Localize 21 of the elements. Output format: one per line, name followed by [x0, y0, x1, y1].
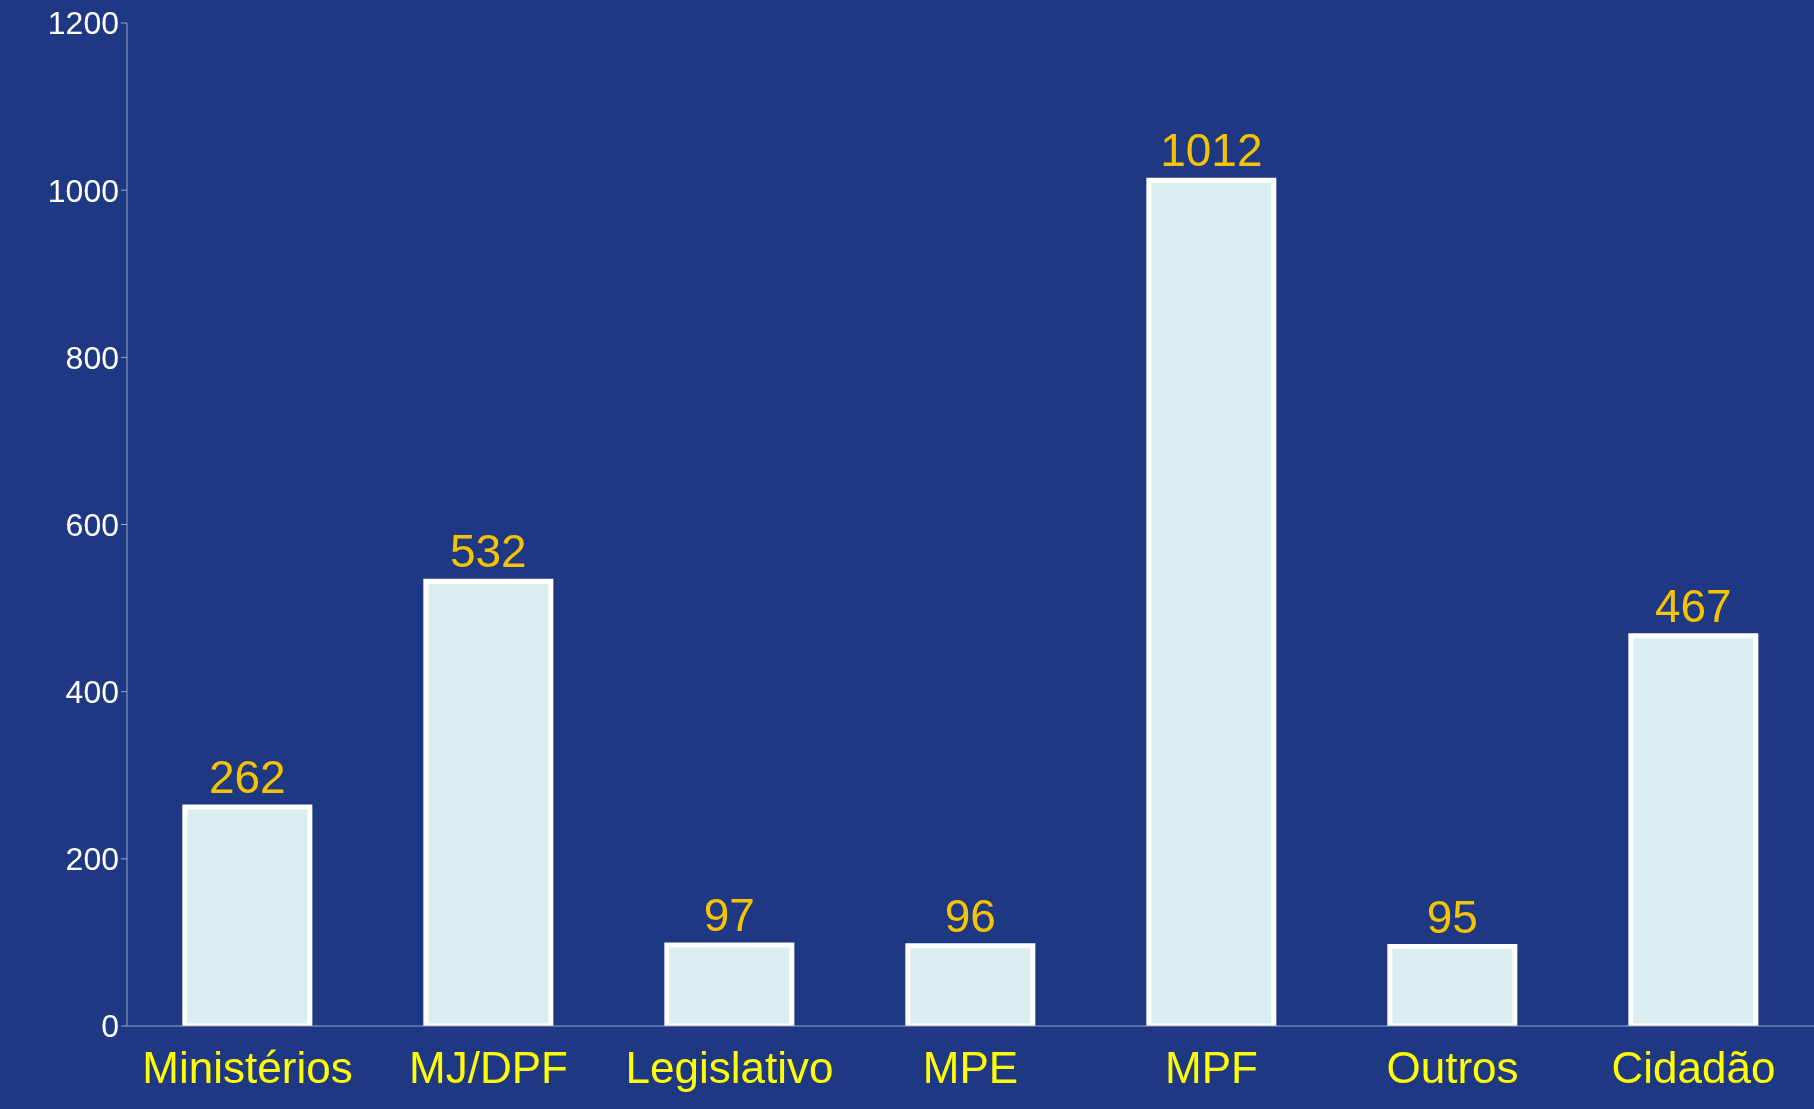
data-label: 97: [703, 888, 755, 941]
y-tick-label: 0: [101, 1008, 119, 1045]
data-label: 95: [1426, 890, 1478, 943]
data-label: 262: [208, 751, 286, 804]
data-label: 532: [449, 525, 527, 578]
x-tick-label: Cidadão: [1611, 1043, 1776, 1093]
x-tick-label: Outros: [1386, 1043, 1519, 1093]
x-tick-label: MPF: [1165, 1043, 1258, 1093]
data-label: 467: [1654, 579, 1732, 632]
x-tick-label: MPE: [922, 1043, 1019, 1093]
y-tick-label: 1200: [47, 5, 119, 42]
y-tick-label: 1000: [47, 172, 119, 209]
y-tick-label: 600: [65, 506, 119, 543]
x-tick-label: Legislativo: [625, 1043, 834, 1093]
x-tick-label: Ministérios: [142, 1043, 353, 1093]
y-tick-label: 200: [65, 841, 119, 878]
y-tick-label: 800: [65, 339, 119, 376]
x-tick-label: MJ/DPF: [409, 1043, 568, 1093]
y-tick-label: 400: [65, 674, 119, 711]
data-label: 96: [944, 889, 996, 942]
data-label: 1012: [1160, 124, 1263, 177]
